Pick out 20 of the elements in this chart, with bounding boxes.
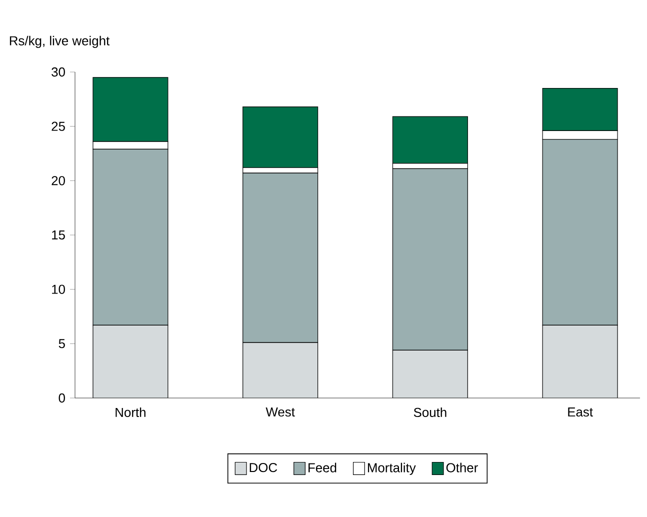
- y-tick-label: 15: [52, 230, 65, 240]
- y-tick-label: 10: [52, 284, 65, 294]
- y-tick-label: 5: [58, 339, 65, 348]
- legend-label: Mortality: [368, 462, 416, 475]
- bar: [242, 342, 318, 398]
- x-tick-label: East: [568, 408, 593, 417]
- x-tick-label: West: [266, 408, 295, 417]
- legend-label: Other: [446, 462, 478, 472]
- legend-label: Feed: [308, 462, 336, 472]
- bar: [542, 324, 618, 398]
- x-tick-label: North: [116, 408, 146, 418]
- bar: [392, 350, 468, 398]
- y-axis-title: Rs/kg, live weight: [10, 36, 110, 48]
- legend-label: DOC: [250, 462, 278, 472]
- y-tick-label: 0: [58, 393, 65, 403]
- bar: [92, 325, 168, 398]
- y-tick-label: 25: [52, 122, 65, 131]
- y-tick-label: 20: [52, 176, 65, 186]
- y-tick-label: 30: [52, 67, 65, 77]
- x-tick-label: South: [414, 408, 446, 418]
